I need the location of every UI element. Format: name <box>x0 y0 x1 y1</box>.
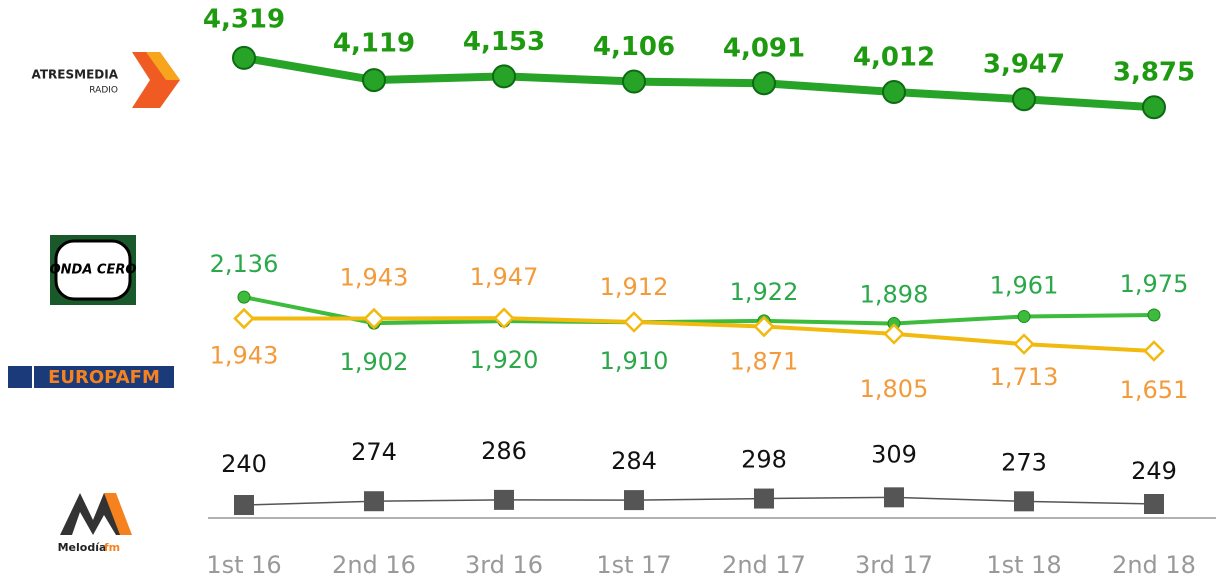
data-label: 1,943 <box>340 264 409 292</box>
marker <box>752 71 776 96</box>
data-label: 1,912 <box>600 273 669 301</box>
data-label: 4,153 <box>463 27 545 57</box>
marker <box>882 80 906 104</box>
marker <box>362 68 386 93</box>
data-label: 4,106 <box>593 32 675 62</box>
marker <box>1142 95 1166 120</box>
marker <box>363 307 385 330</box>
marker <box>624 490 644 511</box>
data-label: 1,805 <box>860 375 929 403</box>
data-label: 1,898 <box>860 281 929 309</box>
x-tick-label: 1st 18 <box>986 551 1061 579</box>
logo-text: ONDA CERO <box>50 263 137 278</box>
data-label: 4,319 <box>203 4 285 34</box>
x-tick-label: 3rd 17 <box>855 551 933 579</box>
data-label: 1,920 <box>470 346 539 374</box>
data-label: 1,713 <box>990 363 1059 391</box>
marker <box>1143 340 1165 362</box>
logo-atresmedia: ATRESMEDIA RADIO <box>32 52 180 108</box>
marker <box>1014 491 1034 512</box>
logo-text: RADIO <box>89 86 118 96</box>
logo-onda-cero: ONDA CERO <box>50 235 137 305</box>
data-label: 1,943 <box>210 342 279 370</box>
marker <box>364 491 384 512</box>
marker <box>492 64 516 89</box>
logo-europafm: EUROPAFM <box>8 366 174 388</box>
data-label: 4,119 <box>333 29 415 59</box>
marker <box>1147 308 1161 322</box>
marker <box>623 311 645 333</box>
data-label: 4,091 <box>723 34 805 64</box>
logo-melodia: Melodía fm <box>58 493 132 554</box>
logo-text: EUROPAFM <box>48 367 160 388</box>
marker <box>883 323 905 345</box>
data-label: 286 <box>481 437 527 465</box>
marker <box>753 315 775 338</box>
data-label: 1,947 <box>470 263 539 291</box>
data-label: 1,961 <box>990 272 1059 300</box>
x-tick-label: 2nd 17 <box>722 551 806 579</box>
series-line <box>244 316 1155 353</box>
data-label: 4,012 <box>853 43 935 73</box>
x-tick-label: 1st 17 <box>596 551 671 579</box>
marker <box>1013 333 1035 355</box>
marker <box>1017 310 1031 324</box>
data-label: 274 <box>351 438 397 466</box>
data-label: 3,947 <box>983 50 1065 80</box>
series-line <box>243 496 1155 506</box>
marker <box>494 489 514 510</box>
logo-text: fm <box>104 541 120 554</box>
data-label: 1,975 <box>1120 270 1189 298</box>
marker <box>233 307 255 330</box>
marker <box>754 488 774 509</box>
logo-text: ATRESMEDIA <box>32 68 119 82</box>
marker <box>237 290 251 304</box>
data-label: 240 <box>221 450 267 478</box>
data-label: 2,136 <box>210 250 279 278</box>
data-label: 1,902 <box>340 348 409 376</box>
x-tick-label: 3rd 16 <box>465 551 543 579</box>
marker <box>1144 494 1164 514</box>
data-label: 309 <box>871 440 917 468</box>
logo-text: Melodía <box>58 541 107 554</box>
marker <box>884 487 904 508</box>
x-tick-label: 1st 16 <box>206 551 281 579</box>
data-label: 284 <box>611 447 657 475</box>
series-line <box>243 53 1155 112</box>
marker <box>493 307 515 329</box>
marker <box>622 69 646 94</box>
data-label: 1,910 <box>600 347 669 375</box>
data-label: 298 <box>741 446 787 474</box>
marker <box>234 495 254 515</box>
x-tick-label: 2nd 16 <box>332 551 416 579</box>
data-label: 1,651 <box>1120 376 1189 404</box>
data-label: 1,871 <box>730 348 799 376</box>
x-tick-label: 2nd 18 <box>1112 551 1196 579</box>
data-label: 273 <box>1001 448 1047 476</box>
marker <box>1012 87 1036 112</box>
marker <box>232 45 256 70</box>
data-label: 249 <box>1131 457 1177 485</box>
data-label: 1,922 <box>730 278 799 306</box>
data-label: 3,875 <box>1113 58 1195 88</box>
series-line <box>243 295 1155 326</box>
